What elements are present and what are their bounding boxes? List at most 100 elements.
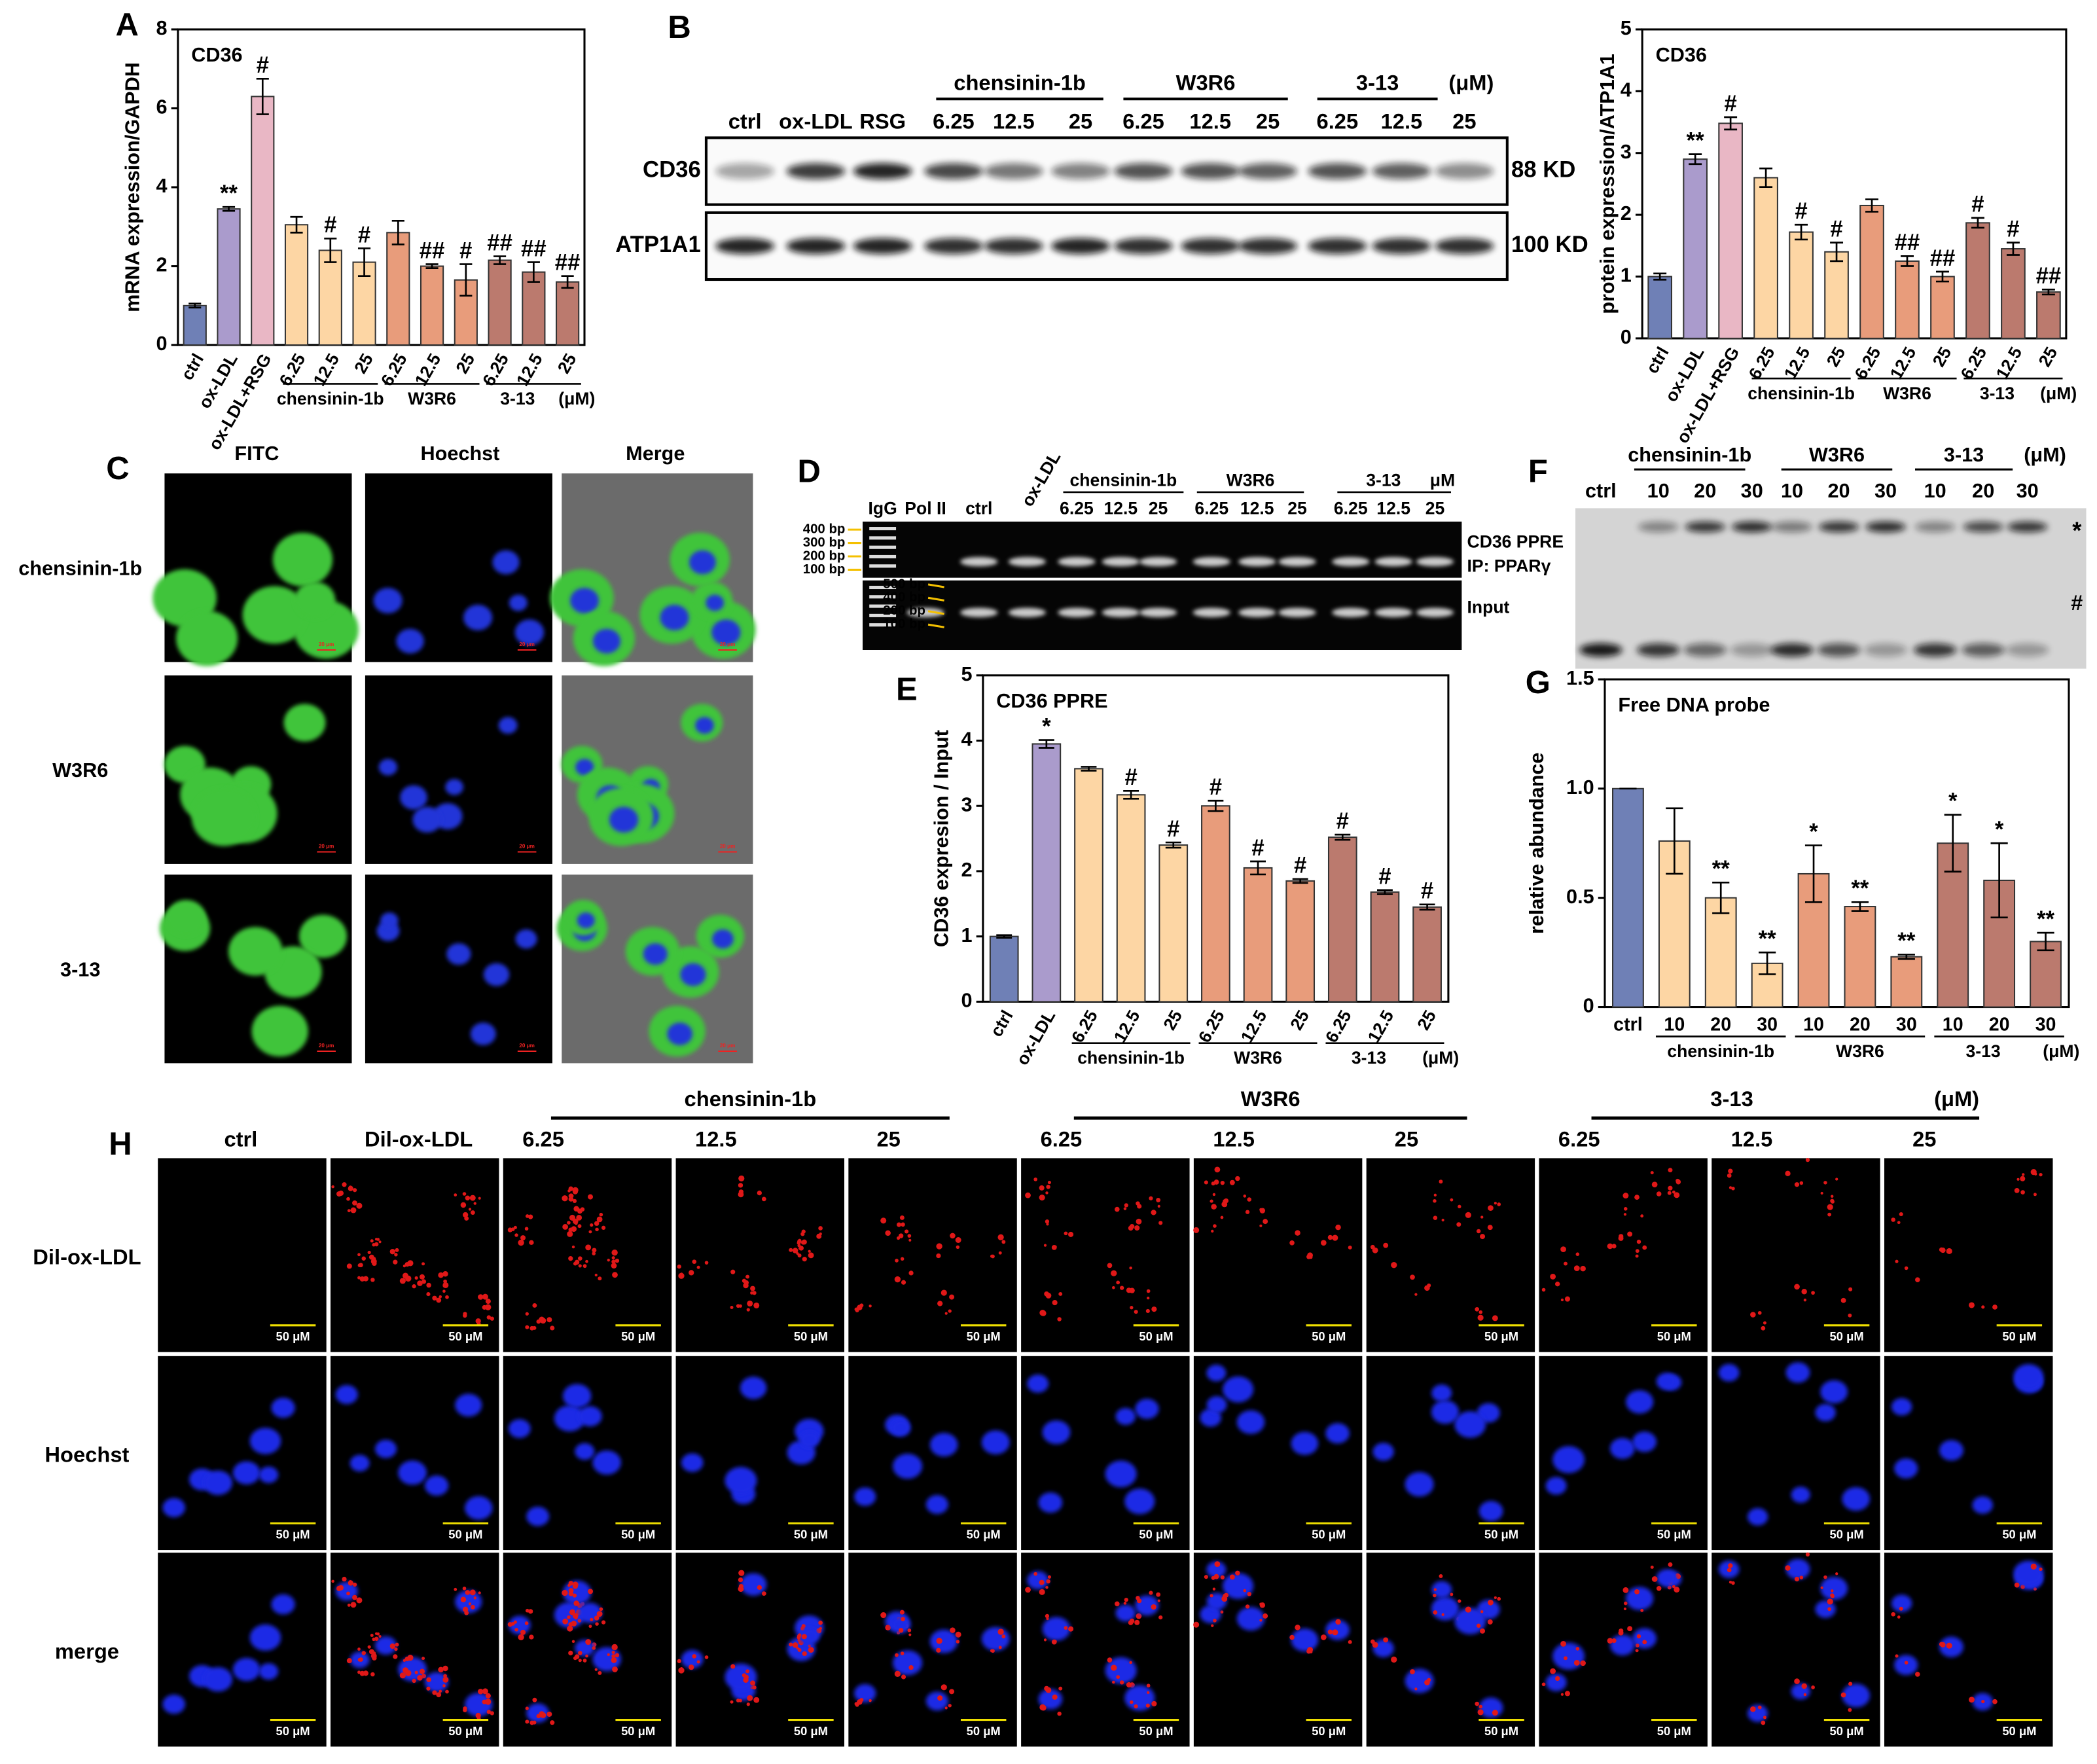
lipid-spot: [1830, 1195, 1834, 1198]
lipid-spot: [346, 1658, 352, 1664]
scale-label: 50 μM: [276, 1527, 310, 1541]
lipid-spot: [572, 1189, 579, 1195]
lane-label: 12.5: [1189, 109, 1231, 134]
bar: [2036, 291, 2061, 339]
bar: [1285, 880, 1316, 1003]
gel-band: [1637, 643, 1680, 657]
nucleus: [1325, 1619, 1350, 1640]
lipid-spot: [1123, 1602, 1127, 1605]
lipid-spot: [880, 1612, 887, 1619]
lipid-spot: [2039, 1567, 2043, 1572]
significance-label: #: [1294, 854, 1306, 878]
lipid-spot: [1623, 1207, 1628, 1211]
nucleus: [1027, 1374, 1049, 1393]
lipid-spot: [532, 1303, 537, 1308]
lipid-spot: [1811, 1291, 1815, 1295]
lipid-spot: [611, 1650, 615, 1654]
lipid-spot: [1477, 1314, 1484, 1321]
x-tick-label: 25: [1929, 344, 1956, 370]
lipid-spot: [745, 1274, 750, 1279]
nucleus: [1291, 1431, 1319, 1455]
gel-band: [1058, 556, 1096, 567]
x-tick-label: 10: [1943, 1015, 1963, 1035]
nucleus: [375, 1636, 397, 1655]
nucleus: [1545, 1673, 1567, 1691]
group-label: W3R6: [1234, 1048, 1282, 1068]
lipid-spot: [1622, 1587, 1629, 1593]
lipid-spot: [761, 1197, 766, 1202]
lipid-spot: [1156, 1592, 1161, 1597]
lipid-spot: [475, 1712, 481, 1719]
lipid-spot: [1439, 1574, 1443, 1578]
nucleus: [660, 604, 689, 631]
significance-label: #: [1378, 865, 1391, 890]
lipid-spot: [2014, 1187, 2020, 1193]
lipid-spot: [588, 1625, 592, 1629]
lipid-spot: [572, 1583, 579, 1589]
lipid-spot: [445, 1295, 449, 1299]
nucleus: [562, 1384, 592, 1409]
lipid-spot: [485, 1699, 492, 1705]
lipid-spot: [1235, 1570, 1240, 1575]
lipid-spot: [1441, 1613, 1444, 1616]
blot-band: [786, 238, 846, 255]
y-tick-label: 0.5: [1566, 886, 1594, 908]
nucleus: [1115, 1407, 1136, 1425]
lane-label: 25: [1256, 109, 1280, 134]
lane-label: 12.5: [1381, 109, 1423, 134]
lipid-spot: [376, 1632, 380, 1636]
gel-band: [1638, 521, 1679, 533]
nucleus: [575, 1640, 595, 1657]
x-tick-label: 20: [1989, 1015, 2010, 1035]
lane-label: 10: [1924, 480, 1946, 502]
nucleus: [1105, 1460, 1137, 1488]
scale-label: 50 μM: [794, 1527, 828, 1541]
y-tick-label: 8: [156, 17, 167, 39]
lipid-spot: [1668, 1185, 1673, 1191]
lipid-spot: [1115, 1206, 1120, 1212]
lipid-spot: [1295, 1625, 1300, 1630]
lipid-spot: [905, 1229, 909, 1234]
lipid-spot: [808, 1647, 814, 1653]
lipid-spot: [352, 1594, 357, 1600]
lipid-spot: [1488, 1599, 1494, 1606]
bar: [1612, 787, 1644, 1008]
y-tick-label: 4: [961, 729, 972, 751]
micrograph: [330, 1553, 499, 1747]
lipid-spot: [1676, 1574, 1681, 1579]
scale-label: 50 μM: [621, 1527, 655, 1541]
lipid-spot: [350, 1602, 357, 1608]
lipid-spot: [1848, 1313, 1852, 1318]
lane-label: 6.25: [933, 109, 975, 134]
lipid-spot: [394, 1647, 398, 1651]
error-bar: [1292, 878, 1308, 884]
y-axis-label: mRNA expression/GAPDH: [122, 62, 144, 312]
lipid-spot: [1146, 1289, 1151, 1293]
significance-label: #: [358, 223, 370, 247]
lipid-spot: [1129, 1266, 1132, 1270]
lipid-spot: [1259, 1224, 1263, 1227]
error-bar: [1759, 951, 1776, 975]
nucleus: [1545, 1477, 1567, 1495]
lipid-spot: [1580, 1660, 1586, 1666]
lipid-spot: [1410, 1669, 1415, 1674]
lipid-spot: [1450, 1593, 1454, 1596]
micrograph: [848, 1158, 1017, 1352]
group-label: chensinin-1b: [1070, 471, 1177, 490]
lipid-spot: [1039, 1589, 1045, 1595]
lipid-spot: [1891, 1217, 1895, 1222]
lipid-spot: [347, 1209, 351, 1213]
blot-band: [984, 163, 1043, 179]
lipid-spot: [578, 1264, 582, 1268]
lipid-spot: [1728, 1168, 1733, 1174]
lipid-spot: [1899, 1212, 1903, 1217]
row-label: Hoechst: [45, 1443, 129, 1467]
lipid-spot: [1731, 1187, 1735, 1191]
lipid-spot: [1560, 1693, 1564, 1696]
lipid-spot: [1129, 1223, 1135, 1229]
lane-label: 6.25: [1060, 498, 1094, 518]
bar: [251, 96, 275, 346]
significance-label: *: [1042, 714, 1051, 739]
unit-label: (μM): [558, 389, 595, 408]
lipid-spot: [403, 1264, 406, 1268]
